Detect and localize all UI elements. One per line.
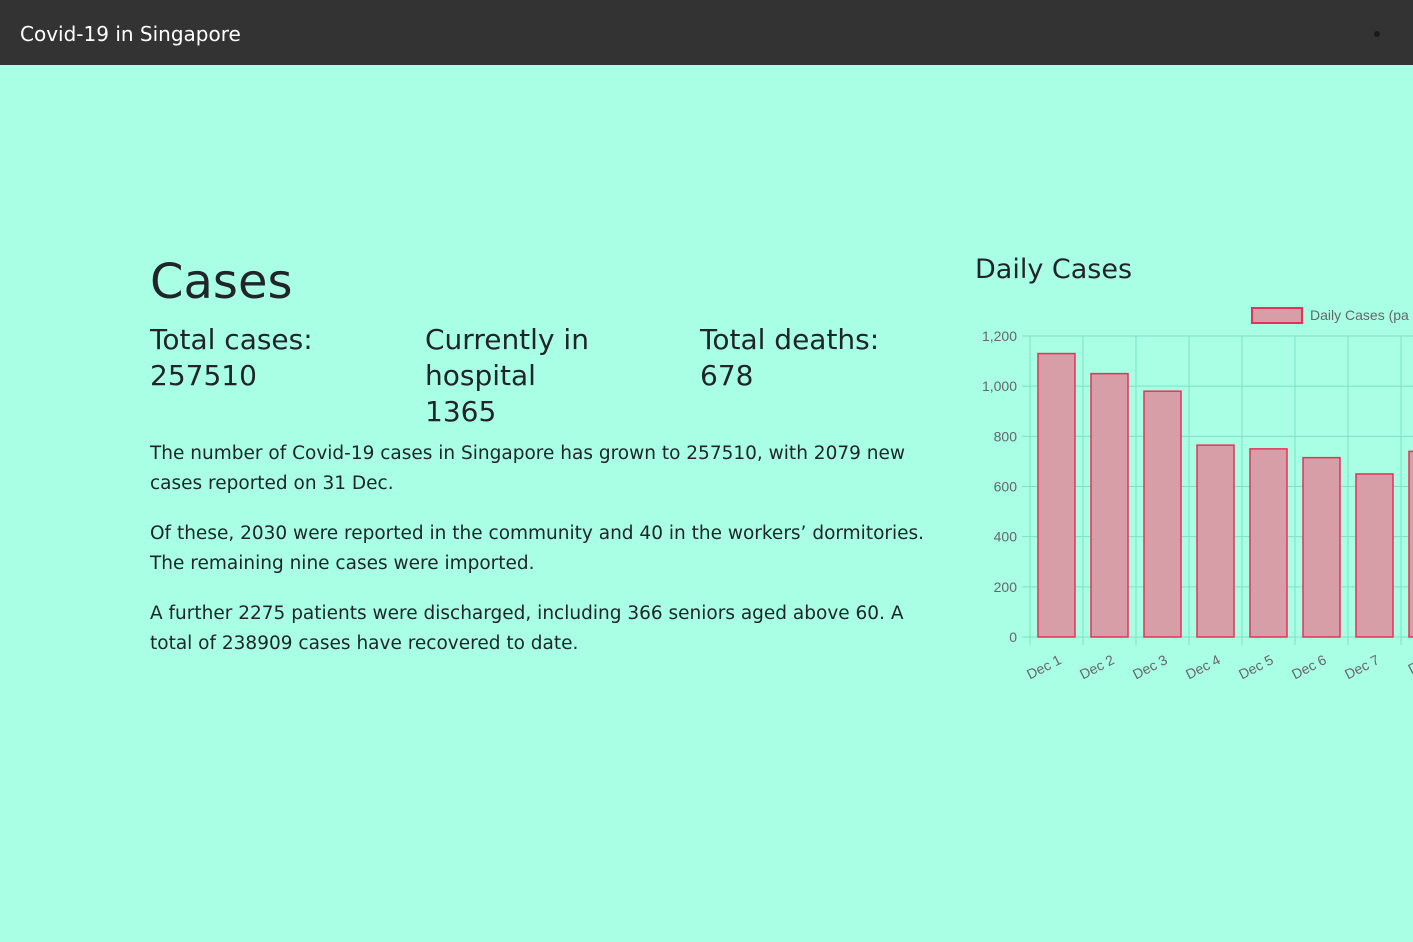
bar [1090, 372, 1129, 638]
x-tick-label: Dec 5 [1236, 651, 1276, 682]
bar [1302, 456, 1341, 638]
total-cases-value: 257510 [150, 359, 257, 392]
x-tick-label: Dec 1 [1024, 651, 1064, 682]
navbar: Covid-19 in Singapore [0, 0, 1413, 65]
x-tick-label: Dec 7 [1342, 651, 1382, 682]
chart-bars [1037, 352, 1413, 638]
total-cases-stat: Total cases: 257510 [150, 322, 410, 394]
bar [1196, 444, 1235, 638]
hospital-value: 1365 [425, 395, 497, 428]
total-cases-label: Total cases: [150, 323, 313, 356]
bar [1249, 448, 1288, 638]
hospital-label: Currently in hospital [425, 323, 589, 392]
y-tick-label: 1,200 [982, 328, 1017, 344]
legend-label: Daily Cases (pa [1310, 307, 1409, 323]
chart-grid [1022, 335, 1413, 645]
y-tick-label: 600 [994, 479, 1018, 495]
bar [1037, 352, 1076, 638]
x-tick-label: Dec 4 [1183, 651, 1223, 682]
y-tick-label: 0 [1009, 629, 1017, 645]
chart-legend[interactable]: Daily Cases (pa [1251, 307, 1409, 324]
cases-paragraph-1: The number of Covid-19 cases in Singapor… [150, 443, 905, 494]
x-tick-label: Dec 3 [1130, 651, 1170, 682]
total-deaths-label: Total deaths: [700, 323, 880, 356]
x-tick-label: Dec 6 [1289, 651, 1329, 682]
bar [1355, 473, 1394, 638]
cases-heading: Cases [150, 254, 293, 310]
navbar-brand-link[interactable]: Covid-19 in Singapore [20, 22, 241, 46]
daily-cases-heading: Daily Cases [975, 254, 1133, 285]
hospital-stat: Currently in hospital 1365 [425, 322, 645, 430]
bar [1408, 450, 1413, 638]
cases-paragraph-2: Of these, 2030 were reported in the comm… [150, 523, 925, 574]
legend-swatch [1251, 307, 1303, 324]
y-tick-label: 1,000 [982, 378, 1017, 394]
chart-axes: 0 200 400 600 800 1,000 1,200 Dec 1 Dec 2 Dec 3 De… [982, 328, 1413, 682]
total-deaths-stat: Total deaths: 678 [700, 322, 960, 394]
bar [1143, 390, 1182, 638]
x-tick-label: Dec 2 [1077, 651, 1117, 682]
y-tick-label: 200 [994, 579, 1018, 595]
daily-cases-chart: 0 200 400 600 800 1,000 1,200 Dec 1 Dec 2 Dec 3 De… [982, 307, 1413, 682]
y-tick-label: 400 [994, 529, 1018, 545]
x-tick-label: Dec [1405, 651, 1413, 677]
total-deaths-value: 678 [700, 359, 754, 392]
navbar-dot-icon [1374, 31, 1380, 37]
y-tick-label: 800 [994, 428, 1018, 444]
cases-paragraph-3: A further 2275 patients were discharged,… [150, 603, 904, 654]
